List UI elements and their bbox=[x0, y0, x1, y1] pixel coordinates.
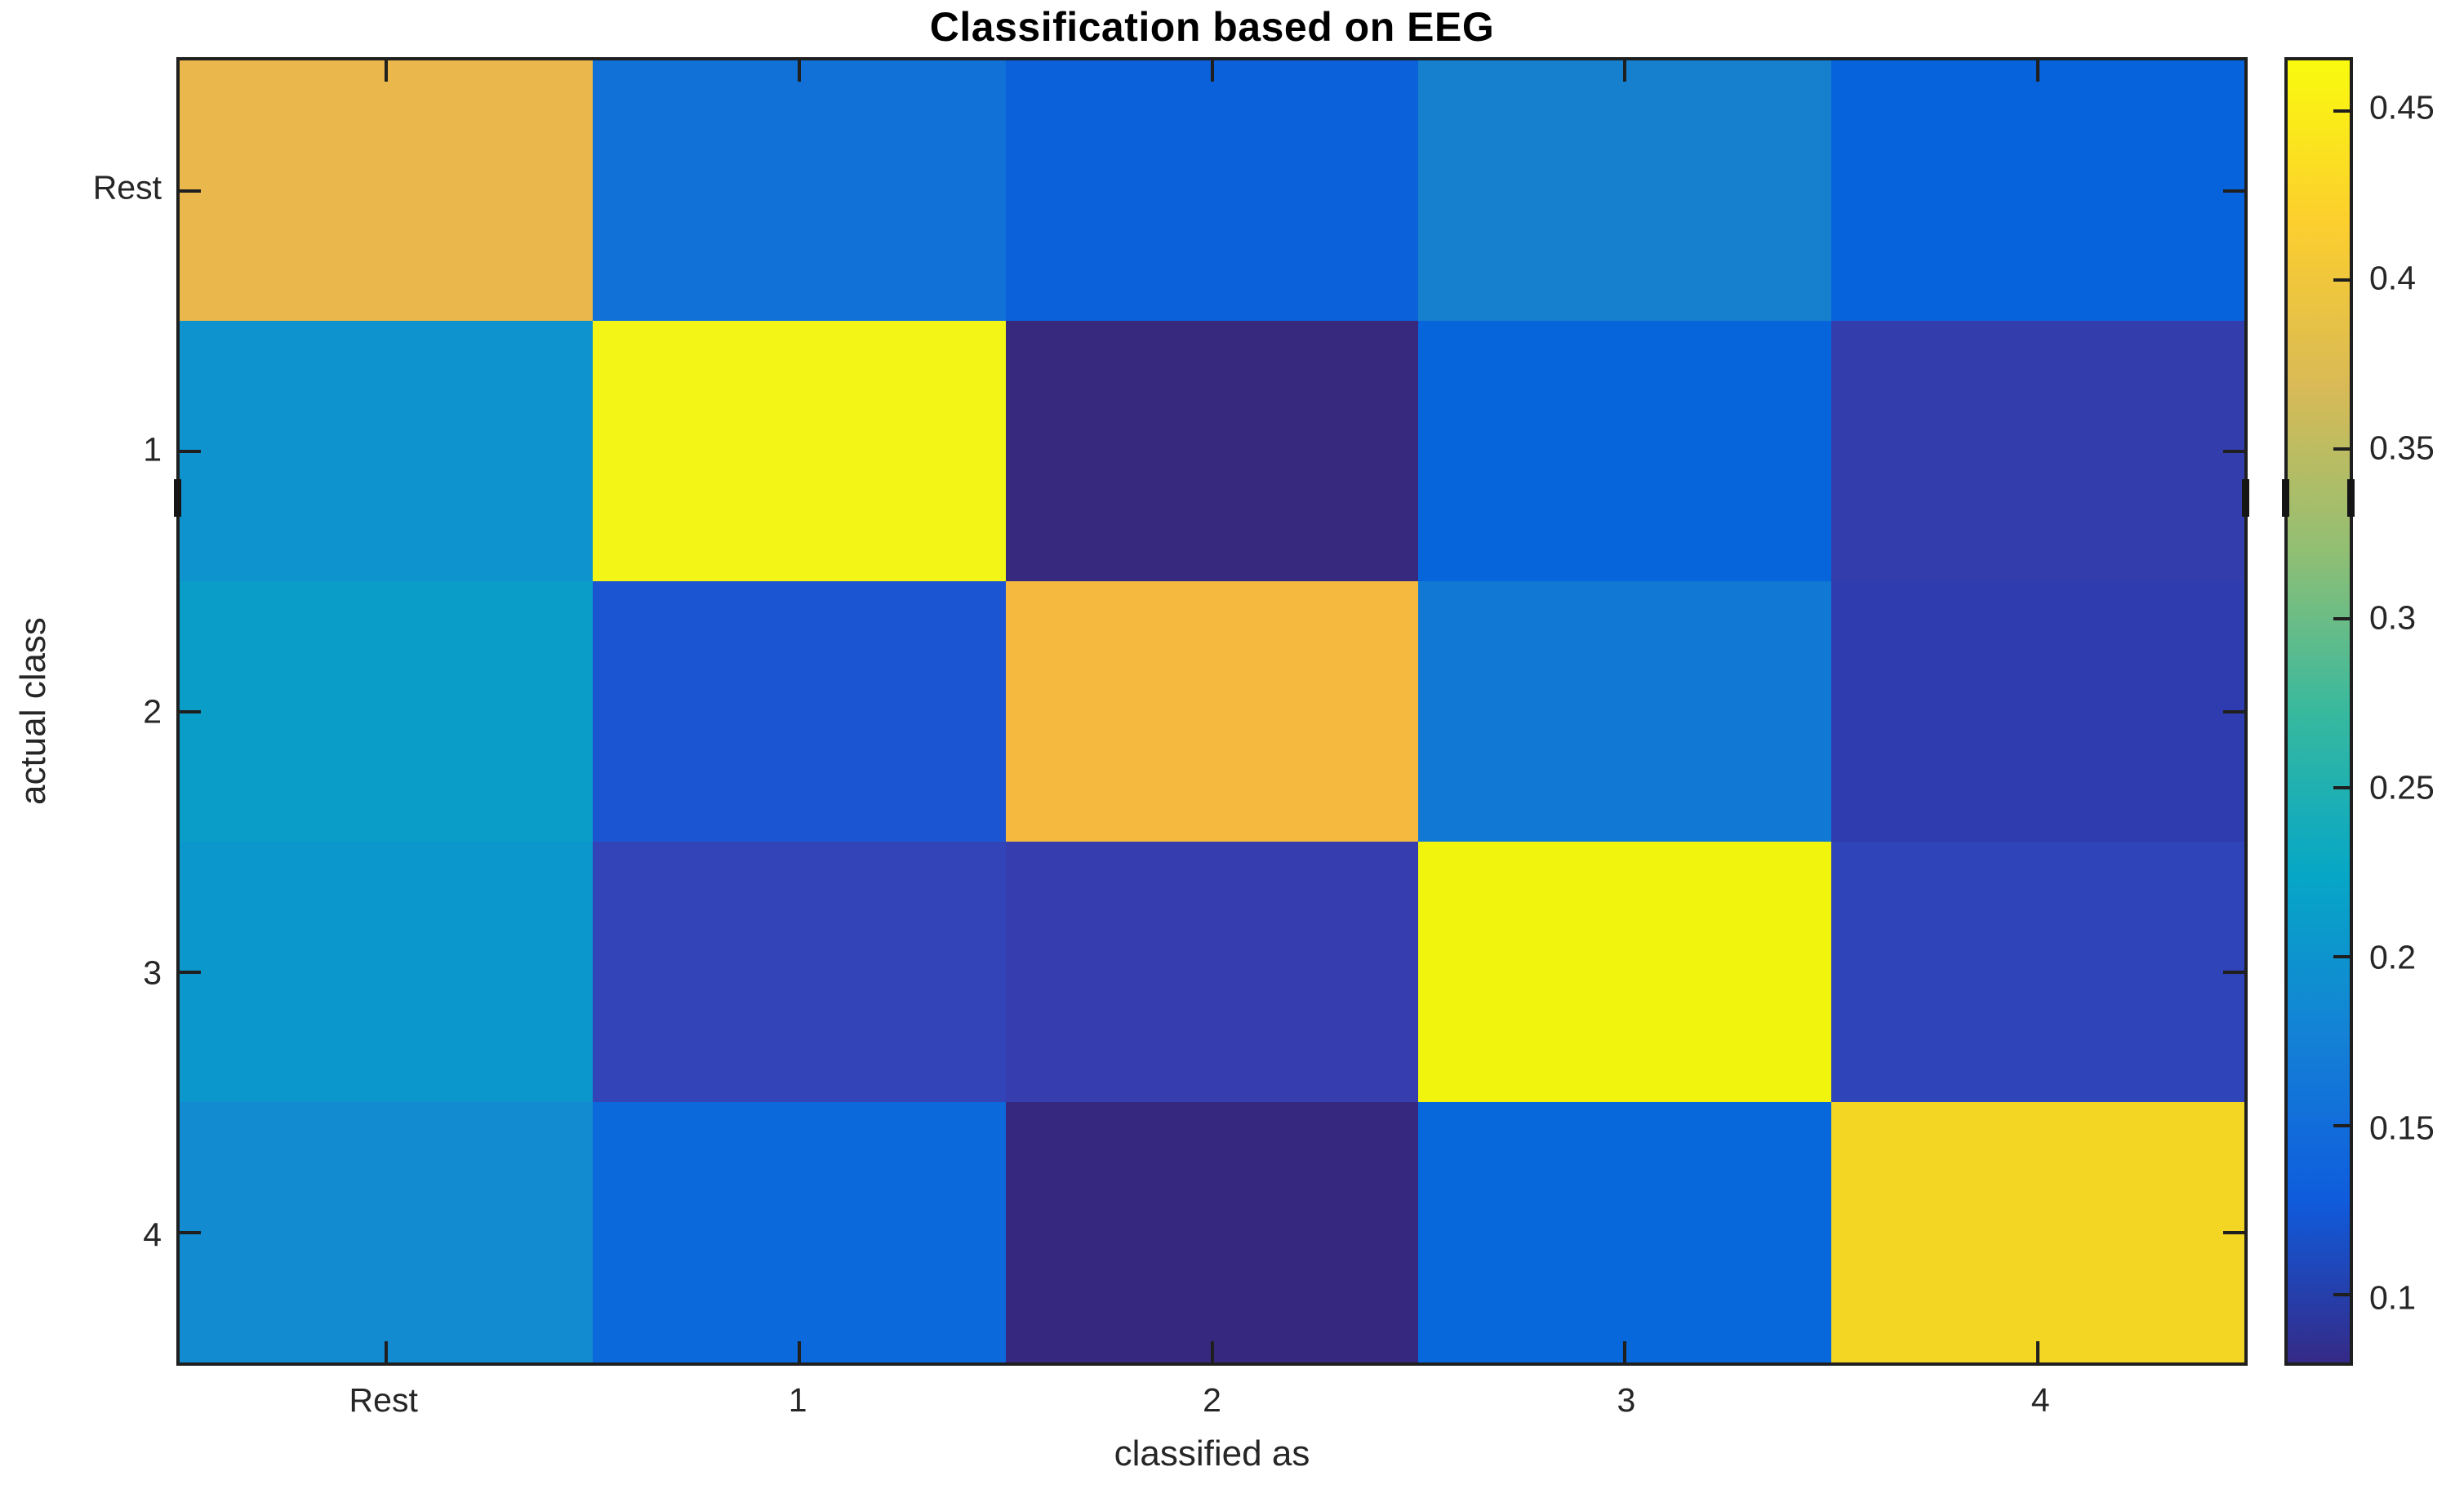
x-tick-label-1: 1 bbox=[788, 1381, 807, 1419]
heatmap-cell-3-Rest bbox=[180, 842, 593, 1102]
axis-tick bbox=[2036, 60, 2040, 82]
colorbar-tick bbox=[2333, 278, 2350, 282]
heatmap-cell-2-3 bbox=[1418, 581, 1832, 842]
stray-mark bbox=[2242, 479, 2249, 517]
heatmap-cell-2-Rest bbox=[180, 581, 593, 842]
x-tick-label-4: 4 bbox=[2030, 1381, 2050, 1419]
axis-tick bbox=[797, 60, 801, 82]
axis-tick bbox=[1623, 60, 1627, 82]
heatmap-cell-1-Rest bbox=[180, 321, 593, 581]
colorbar-tick-label-0.15: 0.15 bbox=[2369, 1109, 2435, 1147]
axis-tick bbox=[384, 60, 388, 82]
chart-title: Classification based on EEG bbox=[929, 4, 1495, 50]
heatmap-cell-Rest-2 bbox=[1005, 60, 1419, 321]
colorbar-tick bbox=[2333, 109, 2350, 113]
heatmap-cell-2-2 bbox=[1005, 581, 1419, 842]
colorbar-tick-label-0.45: 0.45 bbox=[2369, 88, 2435, 127]
heatmap-cell-Rest-Rest bbox=[180, 60, 593, 321]
heatmap-cell-3-1 bbox=[592, 842, 1006, 1102]
y-tick-label-1: 1 bbox=[143, 430, 162, 469]
heatmap-plot bbox=[176, 57, 2248, 1366]
colorbar-tick bbox=[2333, 616, 2350, 620]
y-tick-label-3: 3 bbox=[143, 953, 162, 992]
colorbar-tick bbox=[2333, 447, 2350, 451]
axis-tick bbox=[1210, 60, 1214, 82]
heatmap-cell-3-3 bbox=[1418, 842, 1832, 1102]
axis-tick bbox=[797, 1341, 801, 1362]
x-tick-label-rest: Rest bbox=[349, 1381, 418, 1419]
axis-tick bbox=[384, 1341, 388, 1362]
stray-mark bbox=[2282, 479, 2289, 517]
colorbar-tick-label-0.25: 0.25 bbox=[2369, 768, 2435, 807]
heatmap-cell-4-4 bbox=[1831, 1102, 2244, 1362]
heatmap-cell-Rest-1 bbox=[592, 60, 1006, 321]
heatmap-cell-4-2 bbox=[1005, 1102, 1419, 1362]
axis-tick bbox=[2223, 1230, 2244, 1234]
heatmap-cell-4-1 bbox=[592, 1102, 1006, 1362]
heatmap-cell-2-4 bbox=[1831, 581, 2244, 842]
colorbar-tick-label-0.35: 0.35 bbox=[2369, 429, 2435, 467]
colorbar bbox=[2284, 57, 2353, 1366]
heatmap-cell-4-Rest bbox=[180, 1102, 593, 1362]
y-tick-label-2: 2 bbox=[143, 692, 162, 730]
colorbar-tick bbox=[2333, 954, 2350, 958]
stray-mark bbox=[174, 479, 181, 517]
y-tick-label-rest: Rest bbox=[92, 168, 162, 207]
axis-tick bbox=[2036, 1341, 2040, 1362]
axis-tick bbox=[1210, 1341, 1214, 1362]
x-tick-label-2: 2 bbox=[1203, 1381, 1221, 1419]
colorbar-tick-label-0.2: 0.2 bbox=[2369, 938, 2416, 976]
heatmap-cell-1-4 bbox=[1831, 321, 2244, 581]
colorbar-tick bbox=[2333, 785, 2350, 789]
y-tick-label-4: 4 bbox=[143, 1216, 162, 1254]
heatmap-cell-Rest-4 bbox=[1831, 60, 2244, 321]
colorbar-tick-label-0.3: 0.3 bbox=[2369, 598, 2416, 637]
heatmap-cell-1-3 bbox=[1418, 321, 1832, 581]
axis-tick bbox=[2223, 449, 2244, 453]
heatmap-cell-Rest-3 bbox=[1418, 60, 1832, 321]
heatmap-cell-3-4 bbox=[1831, 842, 2244, 1102]
heatmap-cell-2-1 bbox=[592, 581, 1006, 842]
axis-tick bbox=[180, 449, 201, 453]
heatmap-grid bbox=[180, 60, 2244, 1362]
colorbar-tick bbox=[2333, 1124, 2350, 1127]
heatmap-cell-1-1 bbox=[592, 321, 1006, 581]
heatmap-cell-4-3 bbox=[1418, 1102, 1832, 1362]
x-tick-label-3: 3 bbox=[1617, 1381, 1636, 1419]
colorbar-tick bbox=[2333, 1293, 2350, 1297]
colorbar-tick-label-0.4: 0.4 bbox=[2369, 259, 2416, 297]
axis-tick bbox=[180, 970, 201, 974]
axis-tick bbox=[180, 1230, 201, 1234]
stray-mark bbox=[2347, 479, 2355, 517]
axis-tick bbox=[180, 709, 201, 713]
axis-tick bbox=[2223, 189, 2244, 193]
axis-tick bbox=[2223, 709, 2244, 713]
heatmap-cell-3-2 bbox=[1005, 842, 1419, 1102]
axis-tick bbox=[1623, 1341, 1627, 1362]
colorbar-tick-label-0.1: 0.1 bbox=[2369, 1278, 2416, 1317]
heatmap-cell-1-2 bbox=[1005, 321, 1419, 581]
x-axis-label: classified as bbox=[1114, 1433, 1310, 1473]
axis-tick bbox=[2223, 970, 2244, 974]
axis-tick bbox=[180, 189, 201, 193]
